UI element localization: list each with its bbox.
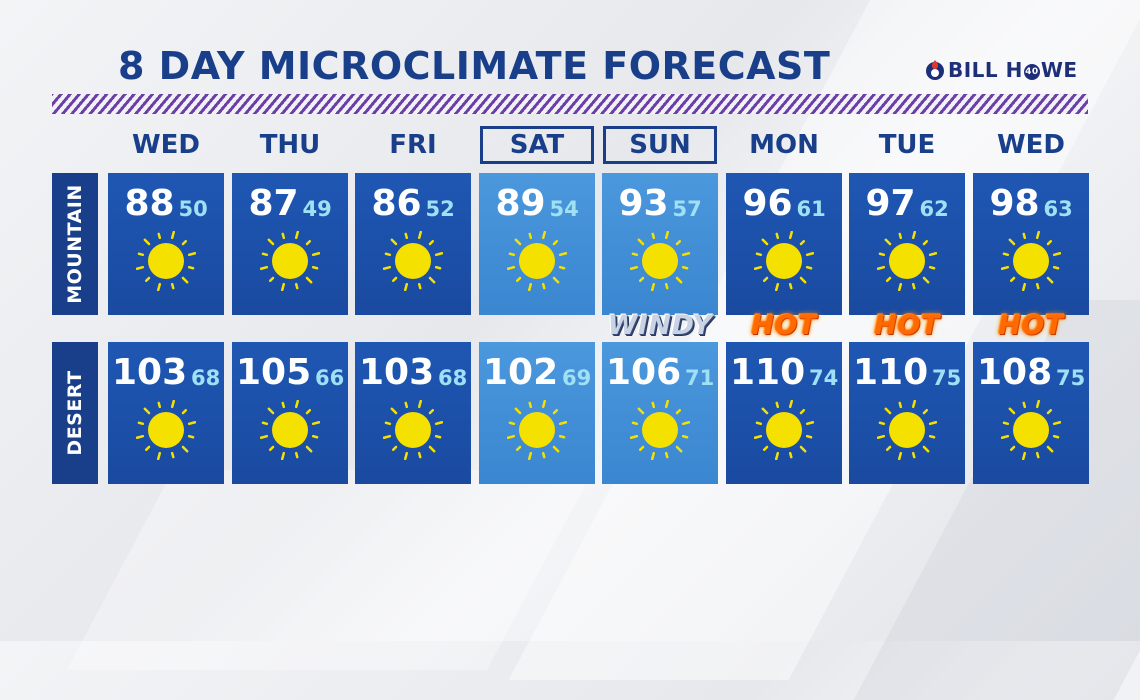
sun-icon [754,400,814,460]
high-temp: 96 [742,183,793,224]
sun-icon [507,400,567,460]
logo-text: BILL H 40 WE [948,58,1078,82]
day-header-thu: THU [259,130,321,160]
high-temp: 87 [248,183,299,224]
forecast-cell: 93 57 [602,173,718,315]
low-temp: 71 [685,366,715,390]
sun-icon [383,231,443,291]
high-temp: 105 [236,352,312,393]
sun-icon [507,231,567,291]
forecast-cell: 102 69 [479,342,595,484]
sun-icon [1001,231,1061,291]
condition-tag-windy: WINDY [607,310,713,341]
high-temp: 110 [730,352,806,393]
forecast-cell: 88 50 [108,173,224,315]
high-temp: 93 [618,183,669,224]
forecast-title: 8 DAY MICROCLIMATE FORECAST [118,44,831,88]
low-temp: 66 [315,366,345,390]
sun-icon [260,231,320,291]
day-header-mon: MON [749,130,819,160]
high-temp: 108 [977,352,1053,393]
row-label-mountain: MOUNTAIN [52,173,98,315]
low-temp: 63 [1043,197,1073,221]
low-temp: 74 [809,366,839,390]
forecast-cell: 108 75 [973,342,1089,484]
sun-icon [630,400,690,460]
day-header-sun: SUN [603,126,717,164]
sun-icon [383,400,443,460]
forecast-cell: 89 54 [479,173,595,315]
sun-icon [260,400,320,460]
low-temp: 75 [932,366,962,390]
low-temp: 68 [438,366,468,390]
low-temp: 57 [672,197,702,221]
condition-tag-hot: HOT [874,310,940,341]
forecast-cell: 103 68 [108,342,224,484]
low-temp: 68 [191,366,221,390]
high-temp: 97 [865,183,916,224]
forecast-cell: 98 63 [973,173,1089,315]
forecast-cell: 105 66 [232,342,348,484]
low-temp: 52 [425,197,455,221]
forecast-cell: 106 71 [602,342,718,484]
high-temp: 102 [483,352,559,393]
bill-howe-logo: BILL H 40 WE [924,56,1078,84]
high-temp: 88 [124,183,175,224]
forecast-cell: 86 52 [355,173,471,315]
forecast-cell: 97 62 [849,173,965,315]
day-header-tue: TUE [878,130,936,160]
day-header-wed: WED [131,130,201,160]
high-temp: 86 [371,183,422,224]
condition-tag-hot: HOT [751,310,817,341]
low-temp: 62 [919,197,949,221]
high-temp: 103 [359,352,435,393]
day-header-sat: SAT [480,126,594,164]
sun-icon [1001,400,1061,460]
forecast-cell: 87 49 [232,173,348,315]
day-header-fri: FRI [389,130,437,160]
low-temp: 54 [549,197,579,221]
high-temp: 110 [853,352,929,393]
forecast-cell: 103 68 [355,342,471,484]
high-temp: 89 [495,183,546,224]
day-header-wed: WED [996,130,1066,160]
purple-stripe-divider [52,94,1088,114]
sun-icon [136,231,196,291]
low-temp: 49 [302,197,332,221]
low-temp: 50 [178,197,208,221]
sun-icon [877,400,937,460]
forecast-cell: 96 61 [726,173,842,315]
sun-icon [754,231,814,291]
high-temp: 98 [989,183,1040,224]
condition-tag-hot: HOT [998,310,1064,341]
sun-icon [877,231,937,291]
low-temp: 69 [562,366,592,390]
row-label-desert: DESERT [52,342,98,484]
row-label-text: MOUNTAIN [64,184,86,304]
logo-mark-icon [926,60,944,80]
forecast-cell: 110 74 [726,342,842,484]
forecast-cell: 110 75 [849,342,965,484]
row-label-text: DESERT [64,370,86,456]
low-temp: 75 [1056,366,1086,390]
low-temp: 61 [796,197,826,221]
high-temp: 103 [112,352,188,393]
high-temp: 106 [606,352,682,393]
sun-icon [136,400,196,460]
background-panel [66,470,594,670]
sun-icon [630,231,690,291]
